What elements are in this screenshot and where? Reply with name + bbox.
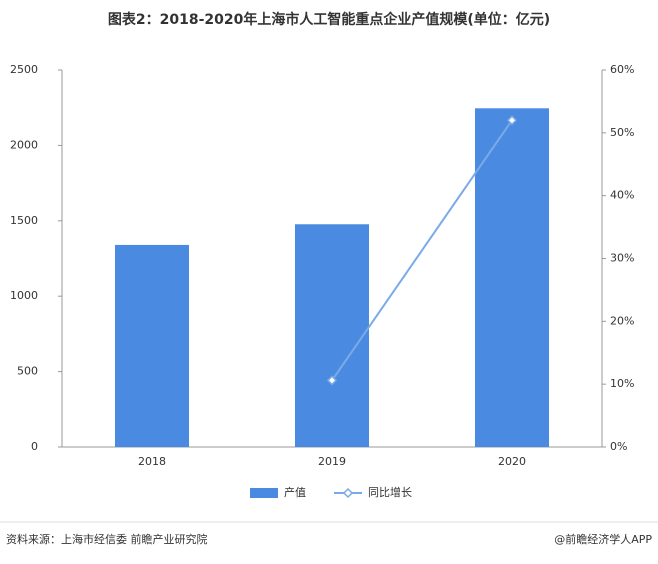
y2-tick-label: 40%: [610, 189, 634, 202]
source: 资料来源：上海市经信委 前瞻产业研究院: [6, 532, 208, 546]
y-tick-label: 0: [31, 440, 38, 453]
legend-swatch: [250, 488, 278, 498]
y2-tick-label: 0%: [610, 440, 627, 453]
bar: [295, 224, 369, 447]
x-tick-label: 2019: [318, 455, 346, 468]
legend-label: 同比增长: [368, 485, 412, 499]
growth-line: [331, 119, 513, 381]
bar: [475, 108, 549, 448]
y-tick-label: 2000: [10, 138, 38, 151]
y2-tick-label: 20%: [610, 314, 634, 327]
chart-title: 图表2：2018-2020年上海市人工智能重点企业产值规模(单位：亿元): [108, 11, 550, 28]
x-tick-label: 2020: [498, 455, 526, 468]
growth-marker: [326, 375, 338, 386]
growth-marker: [506, 115, 518, 126]
legend-marker: [342, 487, 354, 499]
y2-tick-label: 50%: [610, 126, 634, 139]
y-tick-label: 1500: [10, 214, 38, 227]
x-tick-label: 2018: [138, 455, 166, 468]
legend-label: 产值: [284, 485, 306, 499]
credit: @前瞻经济学人APP: [554, 532, 652, 546]
y2-tick-label: 10%: [610, 377, 634, 390]
y2-tick-label: 60%: [610, 63, 634, 76]
y-tick-label: 1000: [10, 289, 38, 302]
y-tick-label: 500: [17, 365, 38, 378]
y-tick-label: 2500: [10, 63, 38, 76]
bar: [115, 244, 189, 447]
y2-tick-label: 30%: [610, 252, 634, 265]
